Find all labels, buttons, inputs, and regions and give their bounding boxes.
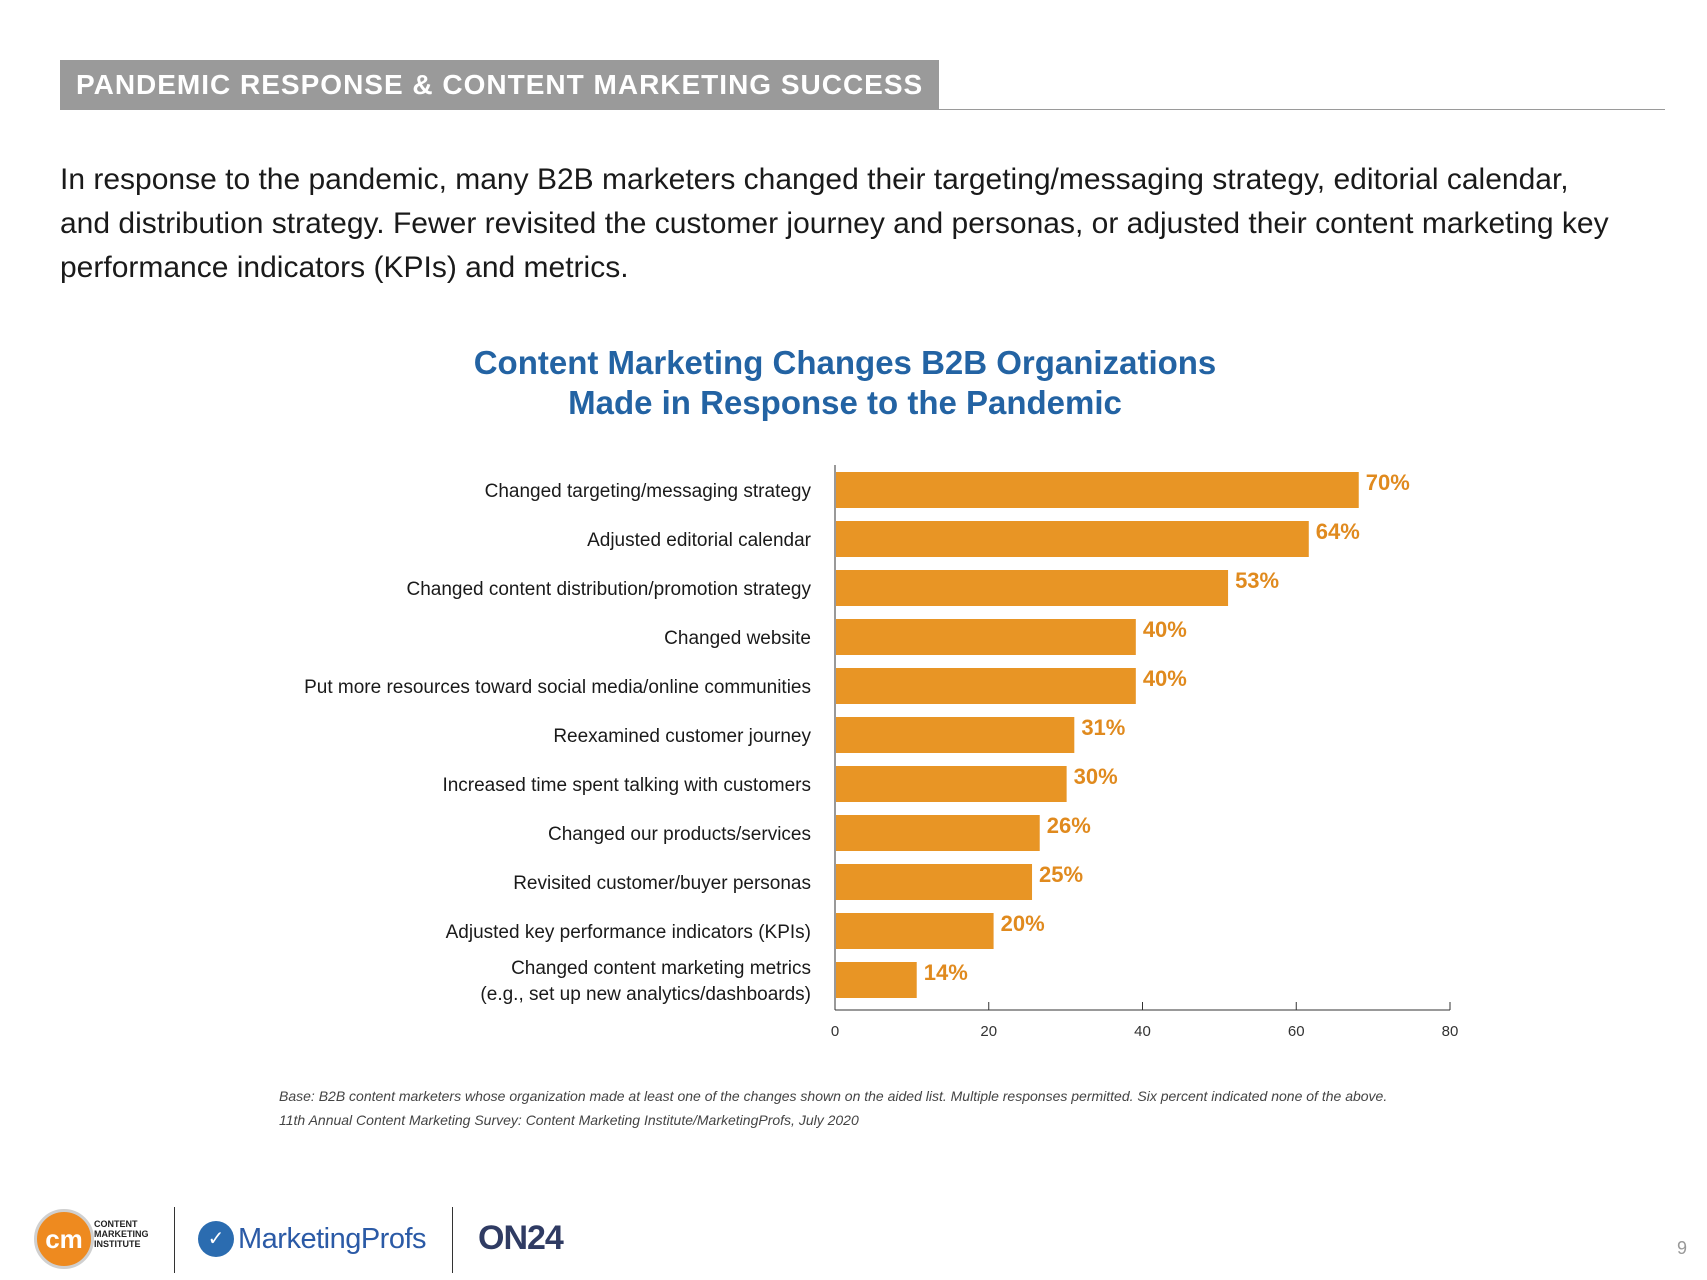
on24-logo: ON24 [478,1219,564,1257]
data-label: 53% [1235,568,1279,593]
cmi-logo-text: CONTENT MARKETING INSTITUTE [94,1219,154,1249]
logo-divider [174,1207,175,1273]
category-label: Changed website [664,628,811,649]
bar [836,815,1040,851]
section-banner: PANDEMIC RESPONSE & CONTENT MARKETING SU… [60,60,940,110]
category-label: Changed content distribution/promotion s… [406,579,811,600]
data-label: 70% [1366,470,1410,495]
banner-divider [60,109,1665,110]
category-label: Reexamined customer journey [553,726,811,747]
intro-paragraph: In response to the pandemic, many B2B ma… [60,158,1680,290]
logo-divider [452,1207,453,1273]
bar [836,717,1075,753]
footnote-source: 11th Annual Content Marketing Survey: Co… [279,1112,859,1128]
intro-line: and distribution strategy. Fewer revisit… [60,207,1609,240]
page-number: 9 [1676,1238,1687,1258]
data-label: 30% [1074,764,1118,789]
chart-title-line: Content Marketing Changes B2B Organizati… [473,344,1217,381]
bar-chart: 0 20 40 60 80 Changed targeting/messaging str… [304,465,1459,1040]
x-tick-label: 60 [1288,1023,1305,1040]
data-label: 14% [924,960,968,985]
data-label: 26% [1047,813,1091,838]
bar [836,570,1229,606]
cmi-logo-text-line: MARKETING [94,1229,149,1239]
bar [836,962,917,998]
footnote-base: Base: B2B content marketers whose organi… [279,1088,1388,1104]
category-label: Increased time spent talking with custom… [442,775,811,796]
bar [836,668,1136,704]
category-label: Changed content marketing metrics [511,958,811,979]
chart-title: Content Marketing Changes B2B Organizati… [300,343,1390,423]
cmi-logo: cm [34,1209,94,1269]
cmi-logo-text-line: CONTENT [94,1219,138,1229]
chart-title-line: Made in Response to the Pandemic [568,384,1122,421]
category-label: Adjusted key performance indicators (KPI… [446,922,811,943]
bar [836,913,994,949]
data-label: 64% [1316,519,1360,544]
sponsor-logos: cm CONTENT MARKETING INSTITUTE ✓ Marketi… [30,1195,630,1275]
category-label: Adjusted editorial calendar [587,530,812,551]
category-label: Changed our products/services [548,824,811,845]
marketingprofs-logo: MarketingProfs [238,1223,427,1255]
bar [836,864,1033,900]
marketingprofs-icon: ✓ [198,1221,234,1257]
cmi-logo-text-line: INSTITUTE [94,1239,141,1249]
data-label: 40% [1143,617,1187,642]
x-tick-label: 40 [1134,1023,1151,1040]
intro-line: performance indicators (KPIs) and metric… [60,251,629,284]
data-label: 40% [1143,666,1187,691]
category-label: Revisited customer/buyer personas [513,873,811,894]
footnote: Base: B2B content marketers whose organi… [279,1084,1387,1132]
category-label: Changed targeting/messaging strategy [485,481,812,502]
x-tick-label: 20 [980,1023,997,1040]
category-label: Put more resources toward social media/o… [304,677,811,698]
intro-line: In response to the pandemic, many B2B ma… [60,163,1569,196]
data-label: 20% [1001,911,1045,936]
category-label: (e.g., set up new analytics/dashboards) [480,984,811,1005]
x-tick-label: 0 [831,1023,839,1040]
data-label: 31% [1081,715,1125,740]
bar [836,766,1067,802]
bar [836,521,1309,557]
bar [836,619,1136,655]
bar [836,472,1359,508]
x-tick-label: 80 [1442,1023,1459,1040]
data-label: 25% [1039,862,1083,887]
